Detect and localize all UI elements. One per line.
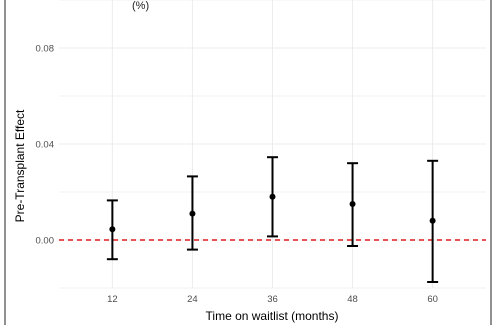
y-tick-label-2: 0.08	[36, 43, 55, 54]
axis-titles: Time on waitlist (months) Pre-Transplant…	[13, 109, 338, 323]
point-estimate-36	[269, 193, 276, 200]
x-tick-label-36: 36	[267, 294, 278, 305]
tick-layer: 0.00 0.04 0.08 12 24 36 48 60	[36, 43, 438, 305]
y-tick-label-1: 0.04	[36, 139, 55, 150]
point-estimate-24	[189, 210, 196, 217]
point-estimate-48	[349, 201, 356, 207]
x-tick-label-60: 60	[427, 294, 438, 305]
x-tick-label-24: 24	[187, 294, 198, 305]
point-estimate-12	[109, 226, 116, 233]
y-tick-label-0: 0.00	[36, 235, 55, 246]
top-fragment-text: (%)	[132, 0, 149, 12]
x-tick-label-48: 48	[347, 294, 358, 305]
point-estimate-60	[429, 217, 436, 224]
marks-layer	[106, 156, 439, 283]
plot-frame: (%)	[4, 0, 492, 325]
x-axis-title: Time on waitlist (months)	[206, 309, 339, 323]
x-tick-label-12: 12	[107, 294, 118, 305]
y-axis-title: Pre-Transplant Effect	[13, 109, 27, 222]
grid-layer	[59, 0, 486, 289]
